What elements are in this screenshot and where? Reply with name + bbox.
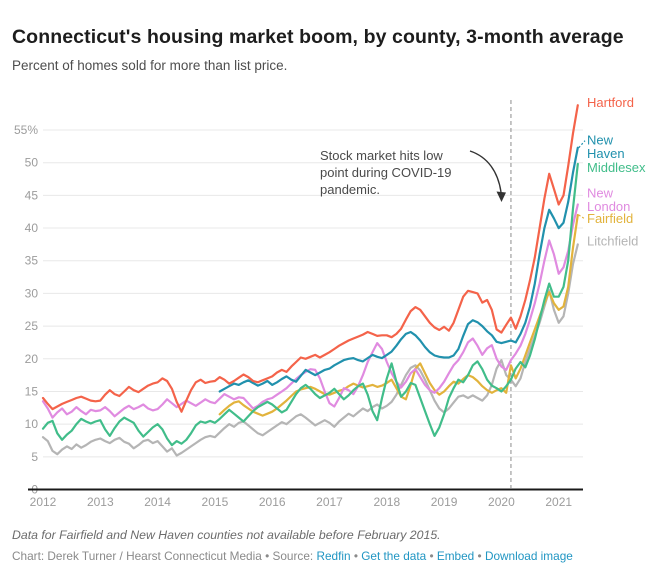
credit-text: • [426, 549, 437, 563]
credit-text: • [474, 549, 485, 563]
annotation-line-1: Stock market hits low [320, 148, 443, 163]
label-connector-fairfield [578, 214, 586, 220]
y-tick-label-40: 40 [25, 221, 39, 235]
series-label-middlesex: Middlesex [587, 160, 646, 175]
series-line-new-london [41, 203, 579, 419]
series-label-new-haven-2: Haven [587, 146, 625, 161]
annotation-arrow [469, 150, 502, 193]
annotation-text: Stock market hits low point during COVID… [320, 147, 470, 198]
x-tick-label-2021: 2021 [545, 495, 572, 509]
x-tick-label-2015: 2015 [202, 495, 229, 509]
series-label-litchfield: Litchfield [587, 233, 638, 248]
x-tick-label-2017: 2017 [316, 495, 343, 509]
y-tick-label-15: 15 [25, 384, 39, 398]
credit-text: Source: [272, 549, 317, 563]
link-redfin[interactable]: Redfin [316, 549, 351, 563]
line-chart: 0510152025303540455055%20122013201420152… [14, 95, 646, 509]
x-tick-label-2018: 2018 [373, 495, 400, 509]
y-tick-label-25: 25 [25, 319, 39, 333]
x-tick-label-2012: 2012 [30, 495, 57, 509]
x-tick-label-2014: 2014 [144, 495, 171, 509]
x-tick-label-2016: 2016 [259, 495, 286, 509]
page-title: Connecticut's housing market boom, by co… [12, 26, 624, 48]
link-embed[interactable]: Embed [436, 549, 475, 563]
credit-text: Chart: Derek Turner / Hearst Connecticut… [12, 549, 262, 563]
y-tick-label-55: 55% [14, 123, 38, 137]
annotation-line-3: pandemic. [320, 182, 380, 197]
series-label-new-haven-1: New [587, 133, 614, 148]
series-line-middlesex [41, 162, 579, 447]
y-tick-label-30: 30 [25, 286, 39, 300]
credit-text: • [350, 549, 362, 563]
credit-line: Chart: Derek Turner / Hearst Connecticut… [12, 549, 652, 563]
series-label-fairfield: Fairfield [587, 211, 633, 226]
y-tick-label-35: 35 [25, 254, 39, 268]
x-tick-label-2020: 2020 [488, 495, 515, 509]
link-get-the-data[interactable]: Get the data [361, 549, 427, 563]
x-tick-label-2013: 2013 [87, 495, 114, 509]
data-availability-note: Data for Fairfield and New Haven countie… [12, 528, 441, 542]
annotation-arrowhead [496, 191, 506, 202]
series-line-hartford [41, 104, 579, 413]
credit-text: • [261, 549, 273, 563]
y-tick-label-10: 10 [25, 417, 39, 431]
x-tick-label-2019: 2019 [431, 495, 458, 509]
annotation-line-2: point during COVID-19 [320, 165, 452, 180]
chart-subtitle: Percent of homes sold for more than list… [12, 58, 288, 73]
series-line-new-haven [218, 146, 579, 393]
label-connector-new-haven [578, 140, 586, 149]
y-tick-label-45: 45 [25, 188, 39, 202]
y-tick-label-20: 20 [25, 352, 39, 366]
y-tick-label-50: 50 [25, 156, 39, 170]
y-tick-label-5: 5 [31, 450, 38, 464]
series-label-hartford: Hartford [587, 95, 634, 110]
link-download-image[interactable]: Download image [484, 549, 573, 563]
series-label-new-london-2: London [587, 199, 630, 214]
series-label-new-london-1: New [587, 186, 614, 201]
